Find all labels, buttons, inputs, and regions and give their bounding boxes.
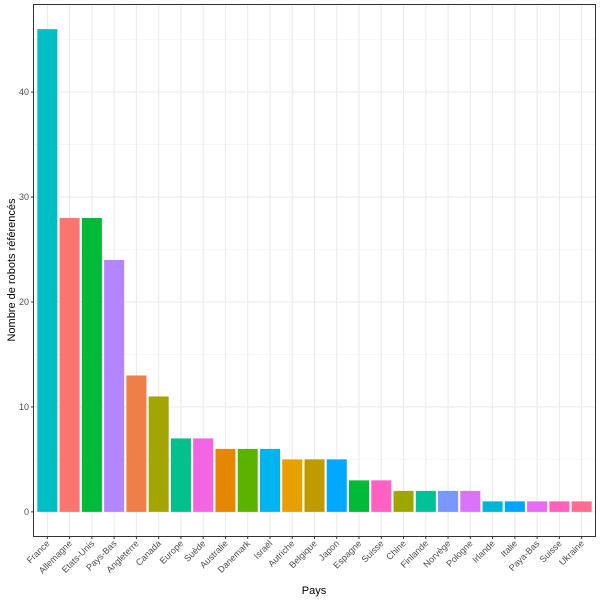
bar bbox=[259, 448, 280, 512]
x-tick-label: Suisse bbox=[360, 538, 386, 564]
y-axis-title: Nombre de robots référencés bbox=[6, 198, 18, 342]
bars bbox=[37, 29, 592, 512]
bar bbox=[371, 480, 392, 512]
bar bbox=[504, 501, 525, 512]
bar bbox=[81, 218, 102, 512]
x-tick-label: Irlande bbox=[470, 538, 497, 565]
bar bbox=[527, 501, 548, 512]
bar bbox=[170, 438, 191, 512]
bar bbox=[215, 448, 236, 512]
bar bbox=[460, 490, 481, 512]
bar bbox=[571, 501, 592, 512]
y-tick-label: 10 bbox=[19, 402, 29, 412]
y-tick-label: 0 bbox=[24, 507, 29, 517]
y-axis-ticks: 0 10 20 30 40 bbox=[19, 87, 34, 517]
x-axis-ticks: FranceAllemagneEtats-UnisPays-BasAnglete… bbox=[25, 536, 586, 575]
y-tick-label: 40 bbox=[19, 87, 29, 97]
bar bbox=[326, 459, 347, 512]
bar bbox=[126, 375, 147, 512]
bar bbox=[37, 29, 58, 512]
bar bbox=[438, 490, 459, 512]
bar bbox=[393, 490, 414, 512]
x-tick-label: Europe bbox=[158, 538, 186, 566]
x-axis-title: Pays bbox=[302, 585, 327, 597]
bar bbox=[415, 490, 436, 512]
bar bbox=[482, 501, 503, 512]
bar bbox=[59, 218, 80, 512]
bar bbox=[148, 396, 169, 512]
y-tick-label: 30 bbox=[19, 192, 29, 202]
bar bbox=[304, 459, 325, 512]
x-tick-label: Ukraine bbox=[557, 538, 586, 567]
bar bbox=[104, 260, 125, 512]
bar bbox=[193, 438, 214, 512]
bar bbox=[549, 501, 570, 512]
bar bbox=[282, 459, 303, 512]
bar bbox=[349, 480, 370, 512]
y-tick-label: 20 bbox=[19, 297, 29, 307]
bar bbox=[237, 448, 258, 512]
major-gridlines bbox=[34, 5, 595, 536]
